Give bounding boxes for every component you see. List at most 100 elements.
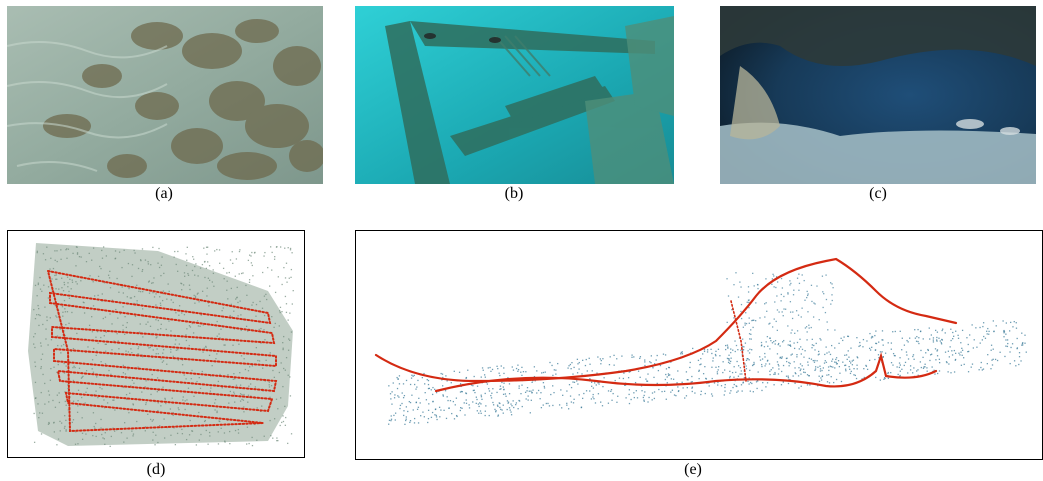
pointcloud-point	[593, 398, 595, 400]
pointcloud-point	[932, 339, 934, 341]
pointcloud-point	[410, 377, 413, 379]
pointcloud-point	[56, 260, 58, 263]
pointcloud-point	[465, 399, 467, 401]
pointcloud-point	[633, 396, 635, 399]
pointcloud-point	[829, 365, 832, 367]
pointcloud-point	[256, 439, 258, 441]
pointcloud-point	[92, 305, 95, 307]
pointcloud-point	[745, 322, 748, 325]
pointcloud-point	[217, 443, 220, 445]
pointcloud-point	[75, 265, 77, 267]
pointcloud-point	[737, 349, 739, 351]
pointcloud-point	[439, 416, 441, 418]
pointcloud-point	[879, 351, 882, 353]
pointcloud-point	[810, 358, 813, 360]
pointcloud-point	[548, 405, 551, 407]
pointcloud-point	[156, 391, 158, 393]
pointcloud-point	[834, 347, 836, 349]
pointcloud-point	[413, 422, 416, 424]
pointcloud-point	[236, 286, 238, 289]
pointcloud-point	[53, 431, 56, 433]
pointcloud-point	[44, 306, 46, 308]
pointcloud-point	[246, 294, 248, 296]
pointcloud-point	[711, 366, 713, 368]
pointcloud-point	[52, 399, 54, 402]
pointcloud-point	[205, 246, 208, 248]
pointcloud-point	[116, 277, 118, 280]
pointcloud-point	[52, 267, 55, 270]
pointcloud-point	[427, 383, 430, 386]
pointcloud-point	[282, 342, 284, 344]
pointcloud-point	[764, 365, 766, 367]
pointcloud-point	[71, 421, 73, 424]
pointcloud-point	[644, 361, 646, 363]
pointcloud-point	[40, 358, 42, 361]
pointcloud-point	[156, 377, 159, 379]
pointcloud-point	[631, 354, 633, 356]
pointcloud-point	[791, 329, 793, 331]
pointcloud-point	[181, 289, 183, 291]
pointcloud-point	[936, 331, 939, 333]
pointcloud-point	[600, 363, 602, 365]
pointcloud-point	[492, 401, 494, 404]
pointcloud-point	[76, 252, 79, 254]
pointcloud-point	[798, 282, 801, 285]
pointcloud-point	[1010, 321, 1012, 324]
pointcloud-point	[278, 325, 280, 327]
pointcloud-point	[698, 370, 700, 372]
pointcloud-point	[421, 376, 424, 379]
pointcloud-point	[787, 375, 789, 377]
pointcloud-point	[691, 390, 693, 393]
pointcloud-point	[778, 368, 780, 370]
pointcloud-point	[56, 371, 58, 373]
pointcloud-point	[204, 276, 206, 279]
pointcloud-point	[157, 319, 159, 322]
pointcloud-point	[51, 278, 53, 280]
pointcloud-point	[281, 310, 283, 313]
pointcloud-point	[846, 358, 848, 361]
pointcloud-point	[152, 349, 154, 351]
pointcloud-point	[284, 277, 287, 279]
pointcloud-point	[497, 414, 500, 416]
pointcloud-point	[132, 433, 135, 435]
pointcloud-point	[557, 362, 559, 365]
pointcloud-point	[610, 389, 613, 391]
pointcloud-point	[942, 328, 944, 330]
pointcloud-point	[209, 435, 211, 437]
pointcloud-point	[750, 338, 752, 340]
pointcloud-point	[773, 384, 775, 386]
pointcloud-point	[252, 275, 254, 277]
pointcloud-point	[896, 366, 898, 368]
pointcloud-point	[122, 372, 125, 374]
pointcloud-point	[255, 347, 257, 349]
pointcloud-point	[883, 377, 886, 379]
pointcloud-point	[431, 411, 434, 414]
pointcloud-point	[749, 369, 751, 372]
pointcloud-point	[631, 356, 633, 358]
pointcloud-point	[958, 352, 960, 354]
pointcloud-point	[68, 290, 70, 293]
pointcloud-point	[409, 401, 412, 404]
pointcloud-point	[498, 372, 500, 374]
pointcloud-point	[427, 379, 430, 382]
pointcloud-point	[561, 407, 563, 409]
pointcloud-point	[105, 331, 107, 333]
pointcloud-point	[827, 366, 830, 368]
pointcloud-point	[747, 350, 749, 352]
pointcloud-point	[197, 292, 199, 294]
pointcloud-point	[753, 319, 755, 321]
pointcloud-point	[65, 365, 67, 367]
pointcloud-point	[501, 409, 503, 411]
pointcloud-point	[129, 297, 132, 299]
pointcloud-point	[246, 443, 248, 445]
pointcloud-point	[745, 365, 747, 367]
pointcloud-point	[224, 344, 226, 346]
pointcloud-point	[853, 374, 855, 376]
pointcloud-point	[924, 366, 926, 368]
pointcloud-point	[502, 404, 504, 406]
pointcloud-point	[53, 366, 55, 368]
pointcloud-point	[1007, 342, 1009, 345]
pointcloud-point	[922, 356, 924, 359]
pointcloud-point	[892, 352, 895, 355]
pointcloud-point	[445, 375, 447, 377]
